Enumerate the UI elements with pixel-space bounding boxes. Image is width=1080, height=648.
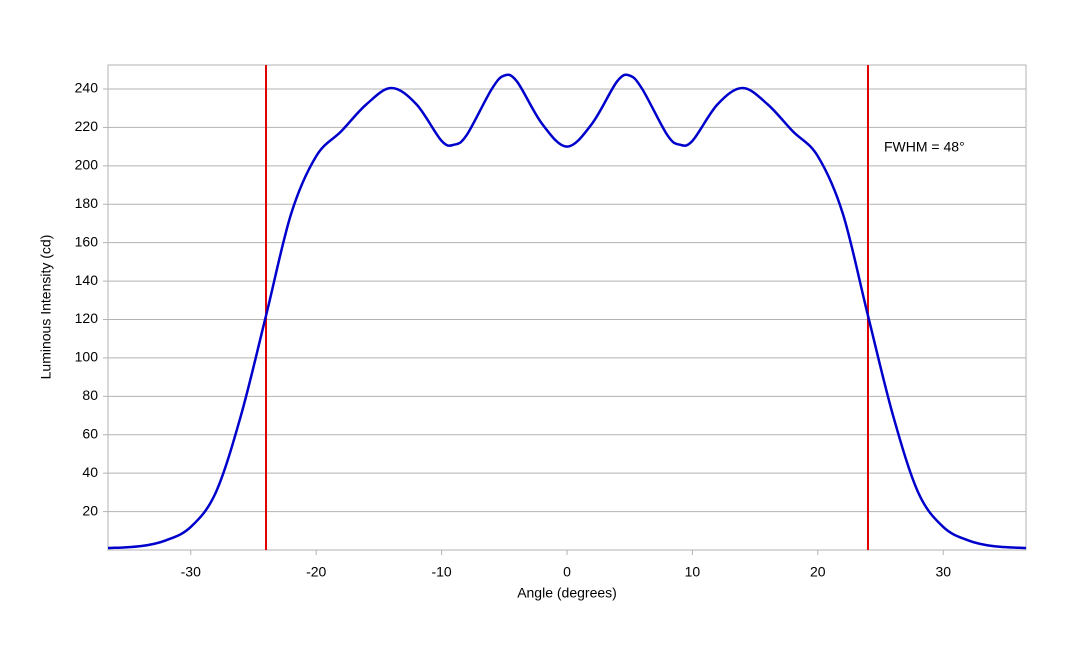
x-tick-label: 30 (935, 564, 951, 580)
x-tick-label: 20 (810, 564, 826, 580)
x-tick-label: -20 (306, 564, 326, 580)
y-axis-label: Luminous Intensity (cd) (38, 235, 54, 380)
intensity-curve (107, 73, 1027, 550)
y-tick-label: 180 (75, 195, 99, 211)
y-tick-label: 140 (75, 272, 99, 288)
y-tick-label: 120 (75, 310, 99, 326)
y-tick-label: 220 (75, 118, 99, 134)
annotation: FWHM = 48° (884, 139, 965, 155)
x-tick-label: 0 (563, 564, 571, 580)
x-tick-label: -10 (431, 564, 451, 580)
y-tick-label: 160 (75, 233, 99, 249)
y-tick-label: 240 (75, 80, 99, 96)
y-tick-label: 40 (82, 464, 98, 480)
plot-frame (107, 64, 1027, 551)
y-tick-label: 200 (75, 157, 99, 173)
x-axis-label: Angle (degrees) (517, 585, 617, 601)
y-tick-label: 80 (82, 387, 98, 403)
y-tick-label: 20 (82, 502, 98, 518)
x-tick-label: 10 (685, 564, 701, 580)
y-tick-label: 100 (75, 349, 99, 365)
x-tick-label: -30 (181, 564, 201, 580)
y-tick-label: 60 (82, 425, 98, 441)
